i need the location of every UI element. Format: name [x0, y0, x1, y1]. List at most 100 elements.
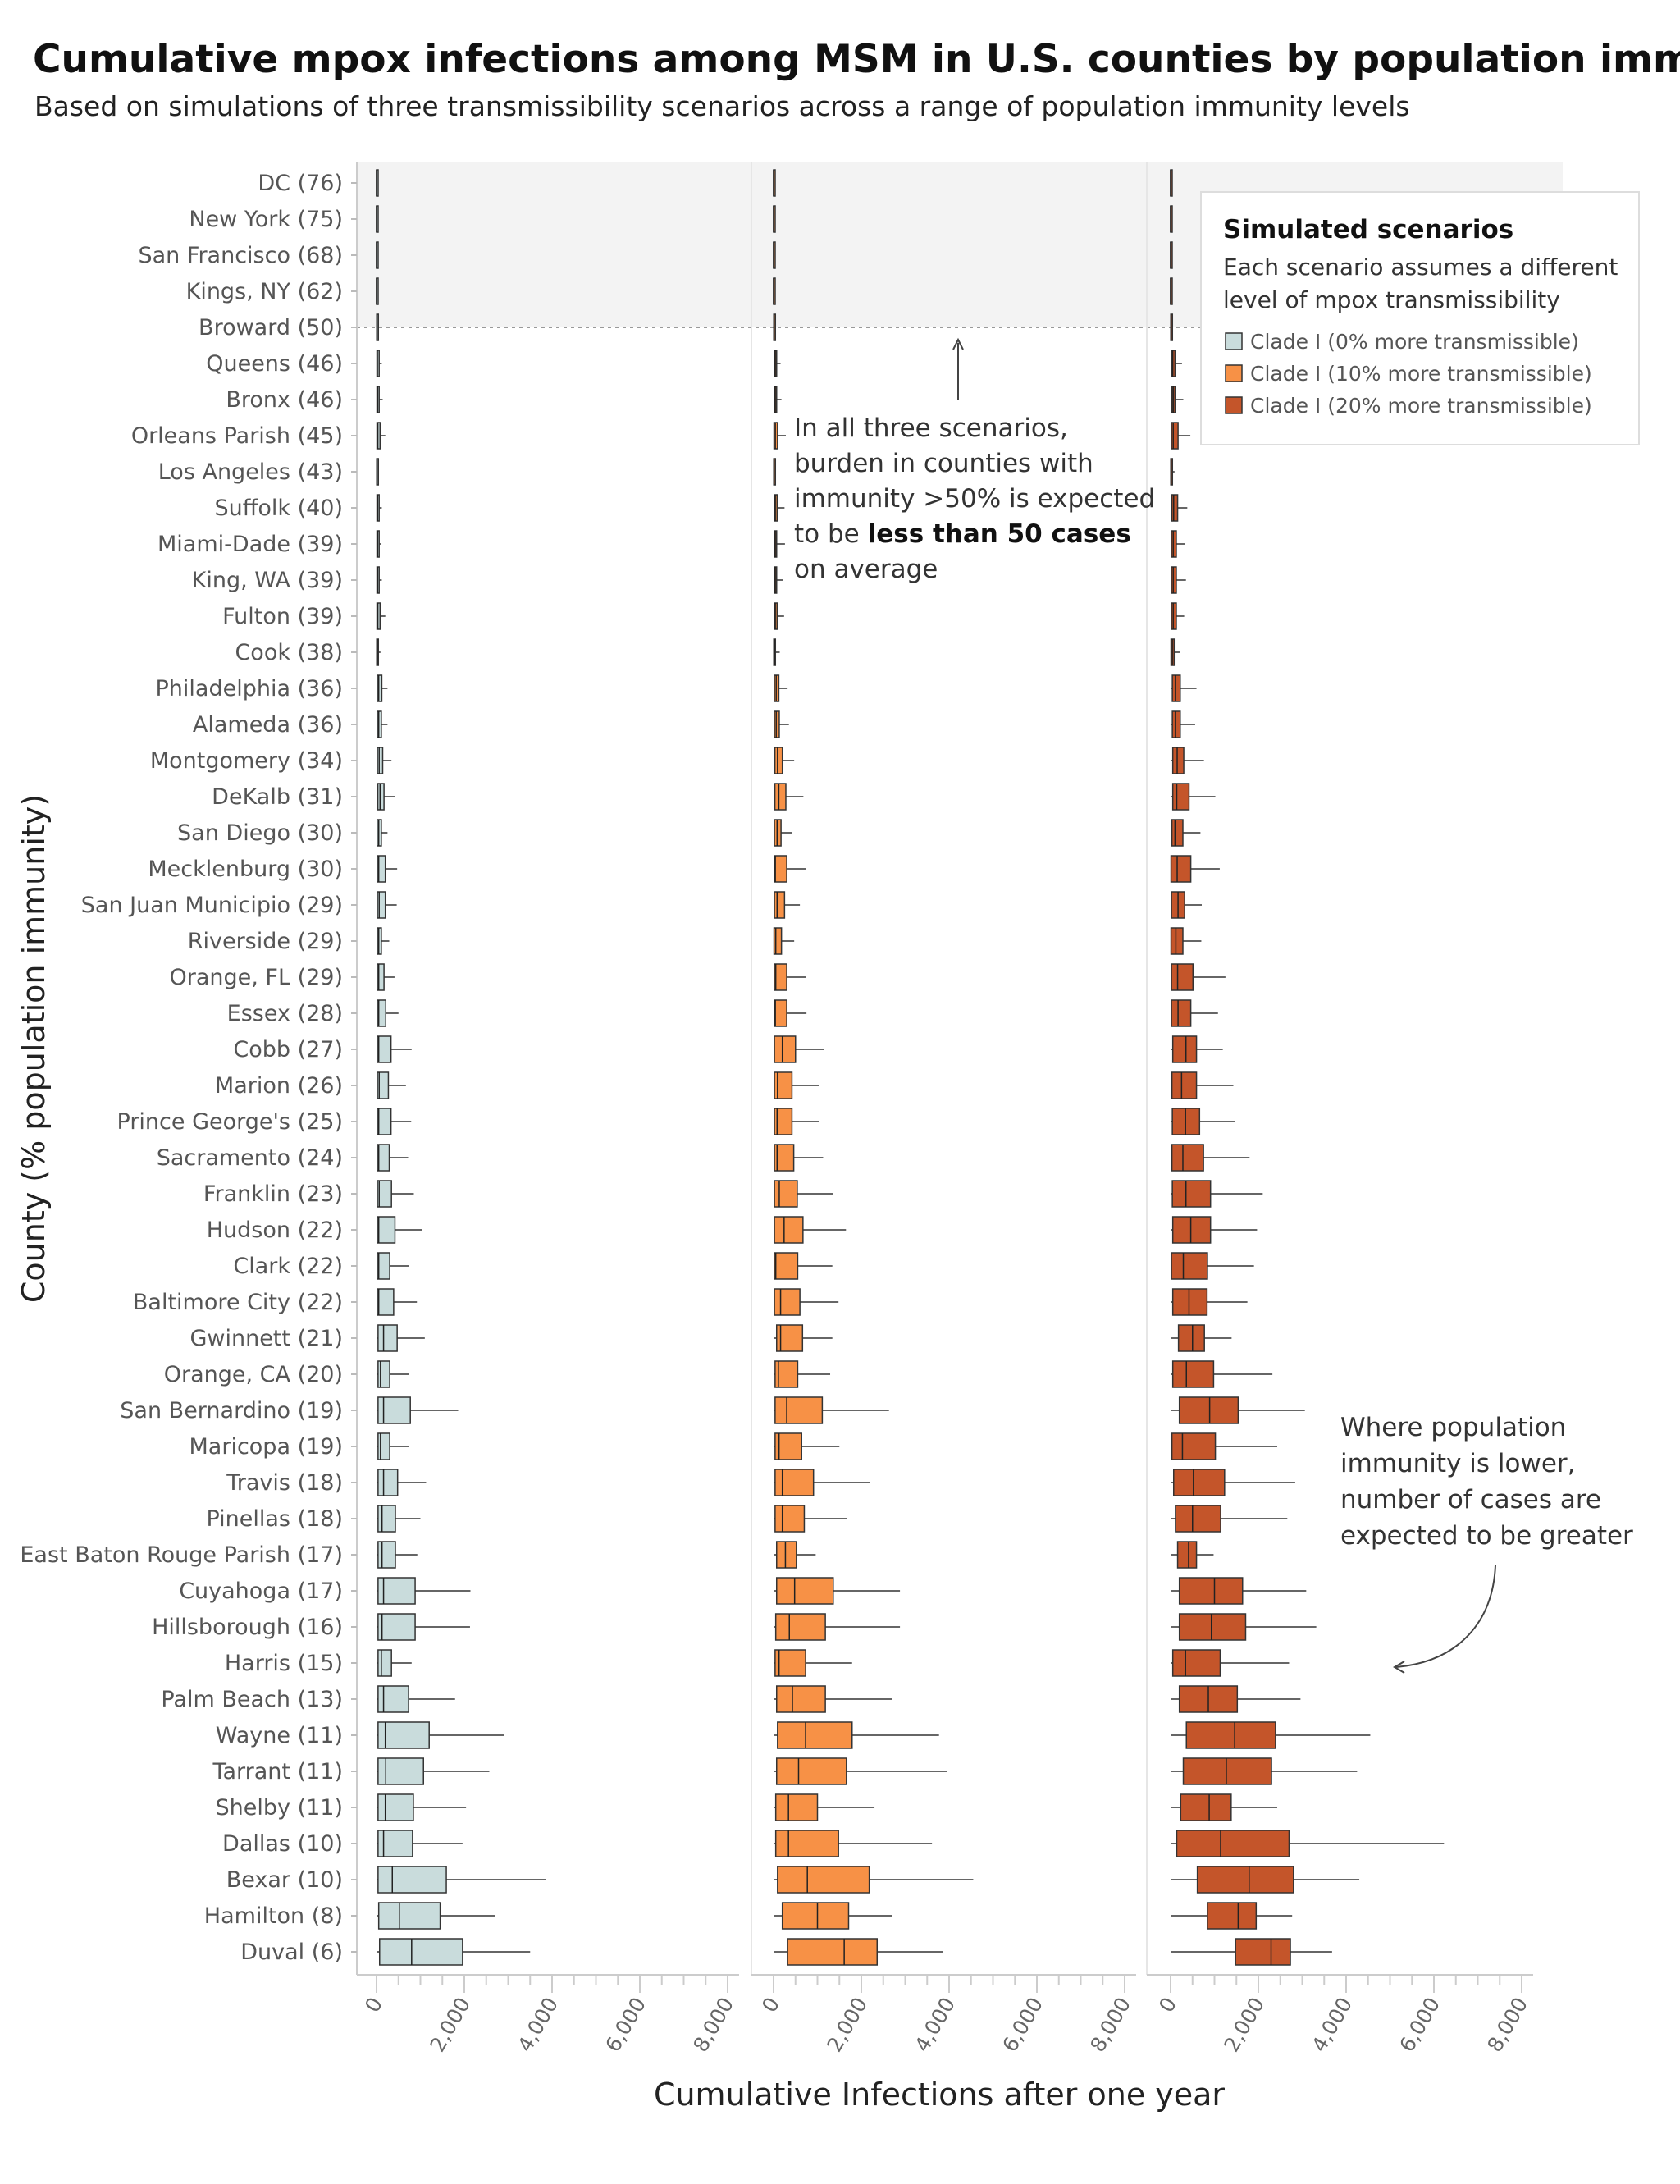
- iqr-box: [1171, 783, 1190, 811]
- county-label: Baltimore City (22): [133, 1290, 343, 1315]
- iqr-box: [377, 747, 384, 774]
- box-plot-mark: [376, 422, 386, 450]
- box-plot-mark: [377, 1469, 427, 1496]
- box-plot-mark: [774, 1830, 933, 1857]
- box-plot-mark: [1170, 205, 1173, 233]
- iqr-box: [774, 1505, 806, 1533]
- iqr-box: [1170, 855, 1192, 883]
- box-plot-mark: [377, 1902, 495, 1930]
- x-tick-label: 0: [360, 1994, 387, 2017]
- annotation-text: to be: [794, 519, 868, 549]
- iqr-box: [377, 710, 382, 738]
- box-plot-mark: [774, 1180, 833, 1208]
- iqr-box: [377, 1216, 396, 1244]
- iqr-box: [1177, 1324, 1205, 1352]
- legend-description: Each scenario assumes a different: [1223, 254, 1618, 281]
- iqr-box: [775, 1577, 834, 1605]
- iqr-box: [1196, 1866, 1294, 1894]
- iqr-box: [774, 999, 788, 1027]
- annotation-line: immunity >50% is expected: [794, 484, 1155, 514]
- box-plot-mark: [377, 1288, 418, 1316]
- box-plot-mark: [377, 1035, 412, 1063]
- iqr-box: [1171, 1360, 1215, 1388]
- county-label: Essex (28): [227, 1001, 343, 1026]
- box-plot-mark: [377, 1360, 409, 1388]
- iqr-box: [1172, 1469, 1226, 1496]
- box-plot-mark: [376, 566, 382, 594]
- box-plot-mark: [773, 638, 780, 666]
- county-label: DeKalb (31): [212, 784, 343, 810]
- iqr-box: [377, 1757, 424, 1785]
- box-plot-mark: [377, 927, 390, 955]
- x-tick-label: 2,000: [425, 1994, 475, 2056]
- box-plot-mark: [774, 1721, 939, 1749]
- county-label: East Baton Rouge Parish (17): [20, 1542, 343, 1568]
- x-tick-label: 2,000: [1219, 1994, 1269, 2056]
- box-plot-mark: [377, 1938, 531, 1966]
- legend: Simulated scenarios Each scenario assume…: [1200, 191, 1640, 445]
- box-plot-mark: [1171, 530, 1185, 558]
- box-plot-mark: [1171, 350, 1182, 377]
- county-label: Hamilton (8): [204, 1903, 343, 1929]
- county-label: Shelby (11): [216, 1795, 344, 1821]
- box-plot-mark: [377, 1541, 418, 1569]
- box-plot-mark: [774, 1649, 852, 1677]
- box-plot-mark: [376, 530, 381, 558]
- annotation-bold-text: less than 50 cases: [868, 519, 1131, 549]
- box-plot-mark: [774, 963, 806, 991]
- iqr-box: [377, 1144, 390, 1172]
- county-label: Prince George's (25): [117, 1109, 343, 1135]
- box-plot-mark: [377, 674, 388, 702]
- iqr-box: [1171, 999, 1192, 1027]
- iqr-box: [774, 710, 780, 738]
- box-plot-mark: [1171, 1035, 1223, 1063]
- iqr-box: [1171, 747, 1185, 774]
- box-plot-mark: [1171, 1432, 1278, 1460]
- iqr-box: [774, 891, 786, 919]
- iqr-box: [777, 1721, 853, 1749]
- box-plot-mark: [774, 1324, 833, 1352]
- box-plot-mark: [774, 1938, 943, 1966]
- iqr-box: [377, 1360, 390, 1388]
- county-label: Orleans Parish (45): [131, 423, 343, 449]
- box-plot-mark: [1171, 674, 1197, 702]
- iqr-box: [774, 1830, 839, 1857]
- iqr-box: [377, 1252, 390, 1280]
- legend-description: level of mpox transmissibility: [1223, 286, 1560, 313]
- x-tick-label: 6,000: [998, 1994, 1048, 2056]
- iqr-box: [774, 1035, 797, 1063]
- box-plot-mark: [774, 1613, 901, 1641]
- x-tick-label: 6,000: [600, 1994, 651, 2056]
- iqr-box: [376, 602, 381, 630]
- box-plot-mark: [773, 169, 776, 197]
- box-plot-mark: [774, 566, 783, 594]
- legend-swatch: [1225, 364, 1243, 382]
- box-plot-mark: [377, 999, 399, 1027]
- iqr-box: [1171, 674, 1181, 702]
- curved-arrow-icon: [1395, 1565, 1496, 1668]
- box-plot-mark: [774, 1793, 875, 1821]
- box-plot-mark: [774, 1288, 839, 1316]
- legend-swatch: [1225, 396, 1243, 414]
- iqr-box: [774, 1144, 795, 1172]
- iqr-box: [775, 1757, 847, 1785]
- iqr-box: [377, 1469, 399, 1496]
- county-label: Tarrant (11): [212, 1759, 343, 1784]
- iqr-box: [377, 1613, 416, 1641]
- iqr-box: [774, 1252, 799, 1280]
- box-plot-mark: [773, 241, 776, 269]
- box-plot-mark: [1170, 277, 1173, 305]
- iqr-box: [773, 927, 783, 955]
- box-plot-mark: [1171, 891, 1202, 919]
- legend-title: Simulated scenarios: [1223, 215, 1513, 244]
- box-plot-mark: [1171, 422, 1191, 450]
- iqr-box: [775, 1685, 826, 1713]
- box-plot-mark: [774, 1541, 816, 1569]
- iqr-box: [377, 1108, 392, 1135]
- x-tick-label: 8,000: [1482, 1994, 1532, 2056]
- box-plot-mark: [376, 169, 379, 197]
- iqr-box: [1178, 1396, 1239, 1424]
- box-plot-mark: [774, 350, 781, 377]
- box-plot-mark: [377, 1071, 406, 1099]
